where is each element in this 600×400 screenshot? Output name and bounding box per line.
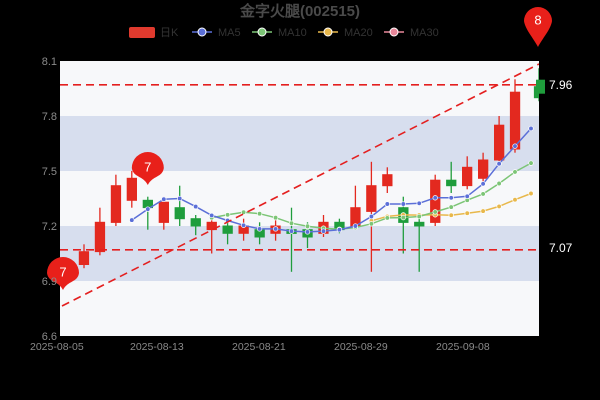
svg-text:MA30: MA30 — [410, 27, 439, 39]
svg-text:MA10: MA10 — [278, 27, 307, 39]
svg-text:2025-08-21: 2025-08-21 — [232, 341, 286, 353]
svg-text:2025-08-29: 2025-08-29 — [334, 341, 388, 353]
svg-text:MA5: MA5 — [218, 27, 241, 39]
svg-text:7.8: 7.8 — [42, 111, 57, 123]
svg-text:2025-09-08: 2025-09-08 — [436, 341, 490, 353]
svg-text:6.9: 6.9 — [42, 276, 57, 288]
svg-text:7: 7 — [144, 159, 151, 174]
svg-text:2025-08-05: 2025-08-05 — [30, 341, 84, 353]
svg-text:日K: 日K — [160, 27, 179, 39]
svg-text:7: 7 — [59, 264, 66, 279]
svg-text:2025-08-13: 2025-08-13 — [130, 341, 184, 353]
svg-text:MA20: MA20 — [344, 27, 373, 39]
svg-text:8.1: 8.1 — [42, 56, 57, 68]
svg-text:金字火腿(002515): 金字火腿(002515) — [239, 2, 360, 20]
svg-text:7.2: 7.2 — [42, 221, 57, 233]
svg-text:7.5: 7.5 — [42, 166, 57, 178]
svg-text:8: 8 — [534, 12, 541, 27]
